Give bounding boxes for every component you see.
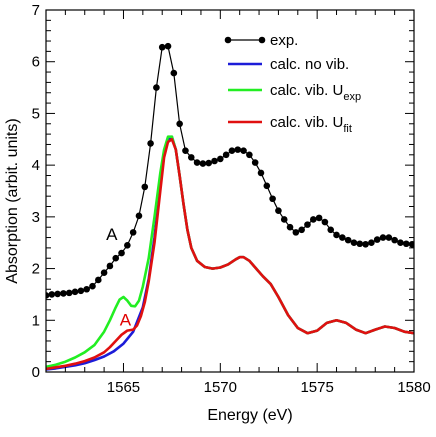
data-point-exp [199, 160, 207, 167]
x-tick-label: 1580 [397, 379, 430, 396]
data-point-exp [344, 236, 352, 244]
data-point-exp [246, 151, 253, 159]
data-point-exp [275, 207, 282, 214]
annotation-layer: AA [106, 225, 132, 329]
y-tick-label: 5 [32, 105, 40, 122]
data-point-exp [240, 147, 247, 154]
data-point-exp [153, 84, 160, 91]
data-point-exp [217, 155, 224, 163]
data-point-exp [222, 151, 230, 159]
data-point-exp [269, 195, 276, 203]
data-point-exp [89, 282, 96, 290]
data-point-exp [211, 157, 218, 165]
data-point-exp [158, 43, 166, 51]
data-point-exp [228, 147, 236, 154]
data-point-exp [402, 240, 410, 248]
data-point-exp [379, 234, 387, 241]
x-tick-label: 1575 [300, 379, 333, 396]
data-point-exp [333, 231, 340, 239]
data-point-exp [46, 292, 50, 299]
data-point-exp [321, 218, 329, 226]
legend-marker [224, 36, 232, 44]
annotation-label: A [106, 225, 118, 244]
data-point-exp [408, 240, 414, 248]
data-point-exp [373, 236, 381, 243]
data-point-exp [298, 226, 305, 234]
legend-marker [258, 36, 266, 44]
x-tick-label: 1570 [204, 379, 237, 396]
y-tick-label: 3 [32, 209, 40, 226]
y-axis-title: Absorption (arbit. units) [4, 118, 21, 283]
data-point-exp [48, 291, 56, 298]
data-point-exp [356, 240, 364, 248]
plot-frame [45, 9, 415, 373]
y-tick-label: 4 [32, 157, 40, 174]
data-point-exp [397, 239, 404, 247]
data-point-exp [71, 288, 79, 296]
data-point-exp [339, 234, 346, 241]
data-point-exp [315, 214, 323, 222]
legend-label: calc. vib. Uexp [270, 82, 361, 103]
y-tick-label: 1 [32, 312, 40, 329]
series-layer [46, 42, 414, 371]
data-point-exp [100, 269, 108, 277]
data-point-exp [124, 242, 131, 249]
data-point-exp [164, 42, 172, 50]
data-point-exp [77, 287, 85, 295]
data-point-exp [118, 249, 125, 257]
y-tick-label: 7 [32, 2, 40, 19]
data-point-exp [54, 290, 61, 298]
data-point-exp [83, 285, 90, 293]
data-point-exp [60, 290, 67, 297]
legend-label: exp. [270, 32, 298, 49]
data-point-exp [112, 254, 120, 262]
y-tick-label: 2 [32, 261, 40, 278]
data-point-exp [147, 140, 154, 147]
x-tick-label: 1565 [107, 379, 140, 396]
data-point-exp [362, 240, 369, 248]
data-point-exp [286, 223, 294, 231]
data-point-exp [205, 159, 212, 167]
data-point-exp [170, 69, 178, 77]
data-point-exp [327, 226, 335, 234]
series-line-exp [46, 45, 413, 297]
data-point-exp [129, 229, 137, 236]
data-point-exp [251, 159, 259, 166]
series-line-calc-vib-u-fit [46, 138, 414, 371]
data-point-exp [391, 236, 398, 244]
data-point-exp [292, 229, 300, 236]
y-tick-label: 0 [32, 364, 40, 381]
data-point-exp [65, 289, 73, 297]
data-point-exp [257, 169, 265, 177]
data-point-exp [141, 183, 149, 191]
series-line-calc-vib-u-exp [46, 135, 414, 369]
data-point-exp [309, 216, 317, 223]
data-point-exp [385, 234, 393, 241]
x-axis-title: Energy (eV) [207, 407, 292, 424]
data-point-exp [187, 154, 195, 161]
legend: exp. calc. no vib. calc. vib. Uexp calc. vi… [224, 32, 361, 135]
y-tick-label: 6 [32, 54, 40, 71]
data-point-exp [350, 239, 358, 247]
data-point-exp [106, 262, 114, 270]
data-point-exp [135, 212, 143, 220]
data-point-exp [193, 159, 201, 166]
legend-label: calc. vib. Ufit [270, 114, 352, 135]
data-point-exp [94, 276, 102, 284]
tick-layer: 1565 1570 1575 1580 0 1 2 3 4 5 6 7 [32, 2, 431, 396]
data-point-exp [182, 147, 189, 154]
data-point-exp [176, 120, 183, 128]
data-point-exp [368, 239, 375, 247]
legend-label: calc. no vib. [270, 56, 349, 73]
annotation-label: A [120, 310, 132, 329]
data-point-exp [234, 146, 242, 153]
data-point-exp [304, 221, 311, 228]
data-point-exp [263, 182, 271, 190]
data-point-exp [280, 216, 288, 223]
plot-frame-layer [45, 9, 415, 373]
